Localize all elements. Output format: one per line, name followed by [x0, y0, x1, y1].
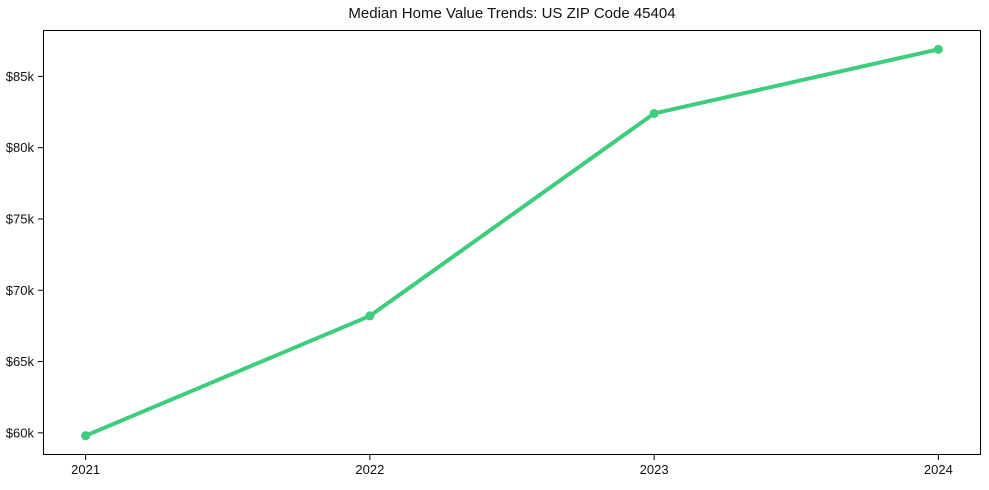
trend-line	[83, 47, 941, 438]
y-tick-label: $75k	[6, 211, 35, 226]
x-tick-label: 2024	[924, 462, 953, 477]
data-point-2021	[81, 431, 91, 441]
data-point-2022	[365, 311, 375, 321]
data-point-2023	[649, 108, 659, 118]
chart-title: Median Home Value Trends: US ZIP Code 45…	[348, 5, 676, 22]
y-tick-label: $80k	[6, 140, 35, 155]
y-tick-label: $65k	[6, 354, 35, 369]
data-point-2024	[933, 44, 943, 54]
plot-area-border	[43, 30, 981, 455]
x-tick-label: 2021	[71, 462, 100, 477]
y-tick-label: $85k	[6, 69, 35, 84]
y-tick-label: $70k	[6, 283, 35, 298]
y-tick-label: $60k	[6, 425, 35, 440]
x-tick-label: 2023	[640, 462, 669, 477]
x-tick-label: 2022	[355, 462, 384, 477]
